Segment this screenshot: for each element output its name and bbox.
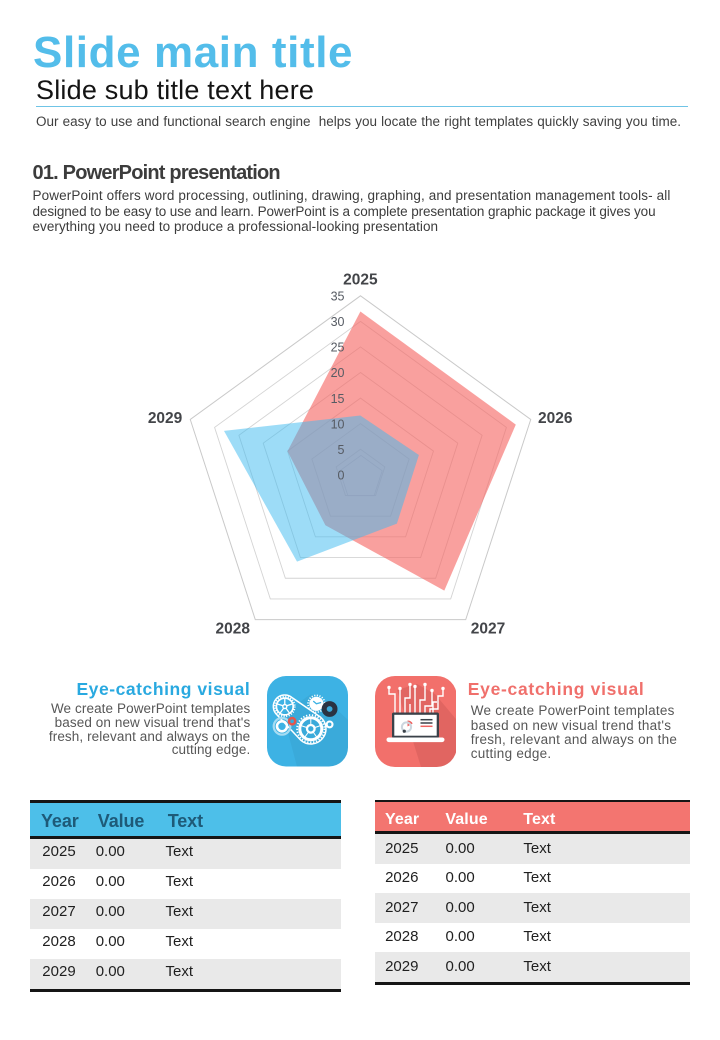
svg-text:2027: 2027	[471, 621, 505, 638]
svg-text:5: 5	[338, 443, 345, 457]
svg-text:2029: 2029	[148, 410, 183, 427]
svg-text:10: 10	[331, 417, 345, 431]
svg-text:35: 35	[331, 290, 345, 304]
svg-text:20: 20	[331, 366, 345, 380]
svg-text:2025: 2025	[343, 272, 378, 289]
svg-text:15: 15	[331, 392, 345, 406]
svg-text:30: 30	[331, 315, 345, 329]
svg-text:0: 0	[338, 469, 345, 483]
svg-text:2026: 2026	[538, 410, 573, 427]
svg-text:2028: 2028	[216, 620, 251, 637]
svg-text:25: 25	[331, 341, 345, 355]
